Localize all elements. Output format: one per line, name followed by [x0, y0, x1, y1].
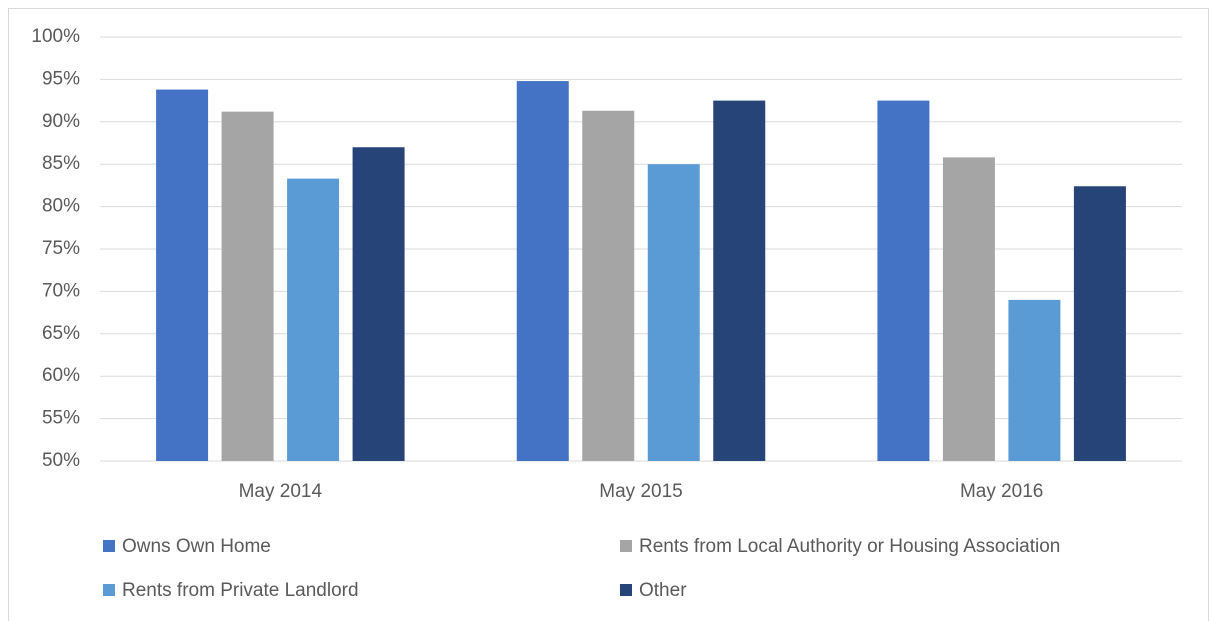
bar	[942, 157, 995, 461]
legend-label: Rents from Private Landlord	[122, 580, 359, 601]
y-tick-label: 80%	[42, 196, 80, 217]
x-tick-label: May 2015	[599, 481, 682, 502]
bar	[647, 164, 700, 461]
y-tick-label: 75%	[42, 238, 80, 259]
y-tick-label: 65%	[42, 323, 80, 344]
legend-label: Owns Own Home	[122, 536, 271, 557]
y-tick-label: 100%	[31, 26, 80, 47]
bar	[156, 89, 209, 462]
bar	[221, 111, 274, 462]
y-tick-label: 55%	[42, 408, 80, 429]
bar	[877, 100, 930, 461]
x-tick-label: May 2014	[239, 481, 323, 502]
x-tick-label: May 2016	[960, 481, 1043, 502]
bar	[516, 81, 569, 461]
bar	[582, 110, 635, 461]
y-tick-label: 90%	[42, 111, 80, 132]
y-tick-label: 85%	[42, 153, 80, 174]
legend-swatch	[620, 584, 632, 596]
y-tick-label: 50%	[42, 450, 80, 471]
legend-label: Rents from Local Authority or Housing As…	[639, 536, 1060, 557]
bar	[287, 178, 340, 461]
legend-swatch	[620, 540, 632, 552]
legend-label: Other	[639, 580, 687, 601]
bar	[713, 100, 766, 461]
y-tick-label: 60%	[42, 365, 80, 386]
y-tick-label: 95%	[42, 68, 80, 89]
chart-frame	[8, 8, 1209, 621]
bar	[1073, 186, 1126, 462]
bar	[1008, 299, 1061, 461]
bar	[352, 147, 405, 462]
legend-swatch	[103, 540, 115, 552]
legend-swatch	[103, 584, 115, 596]
y-tick-label: 70%	[42, 280, 80, 301]
